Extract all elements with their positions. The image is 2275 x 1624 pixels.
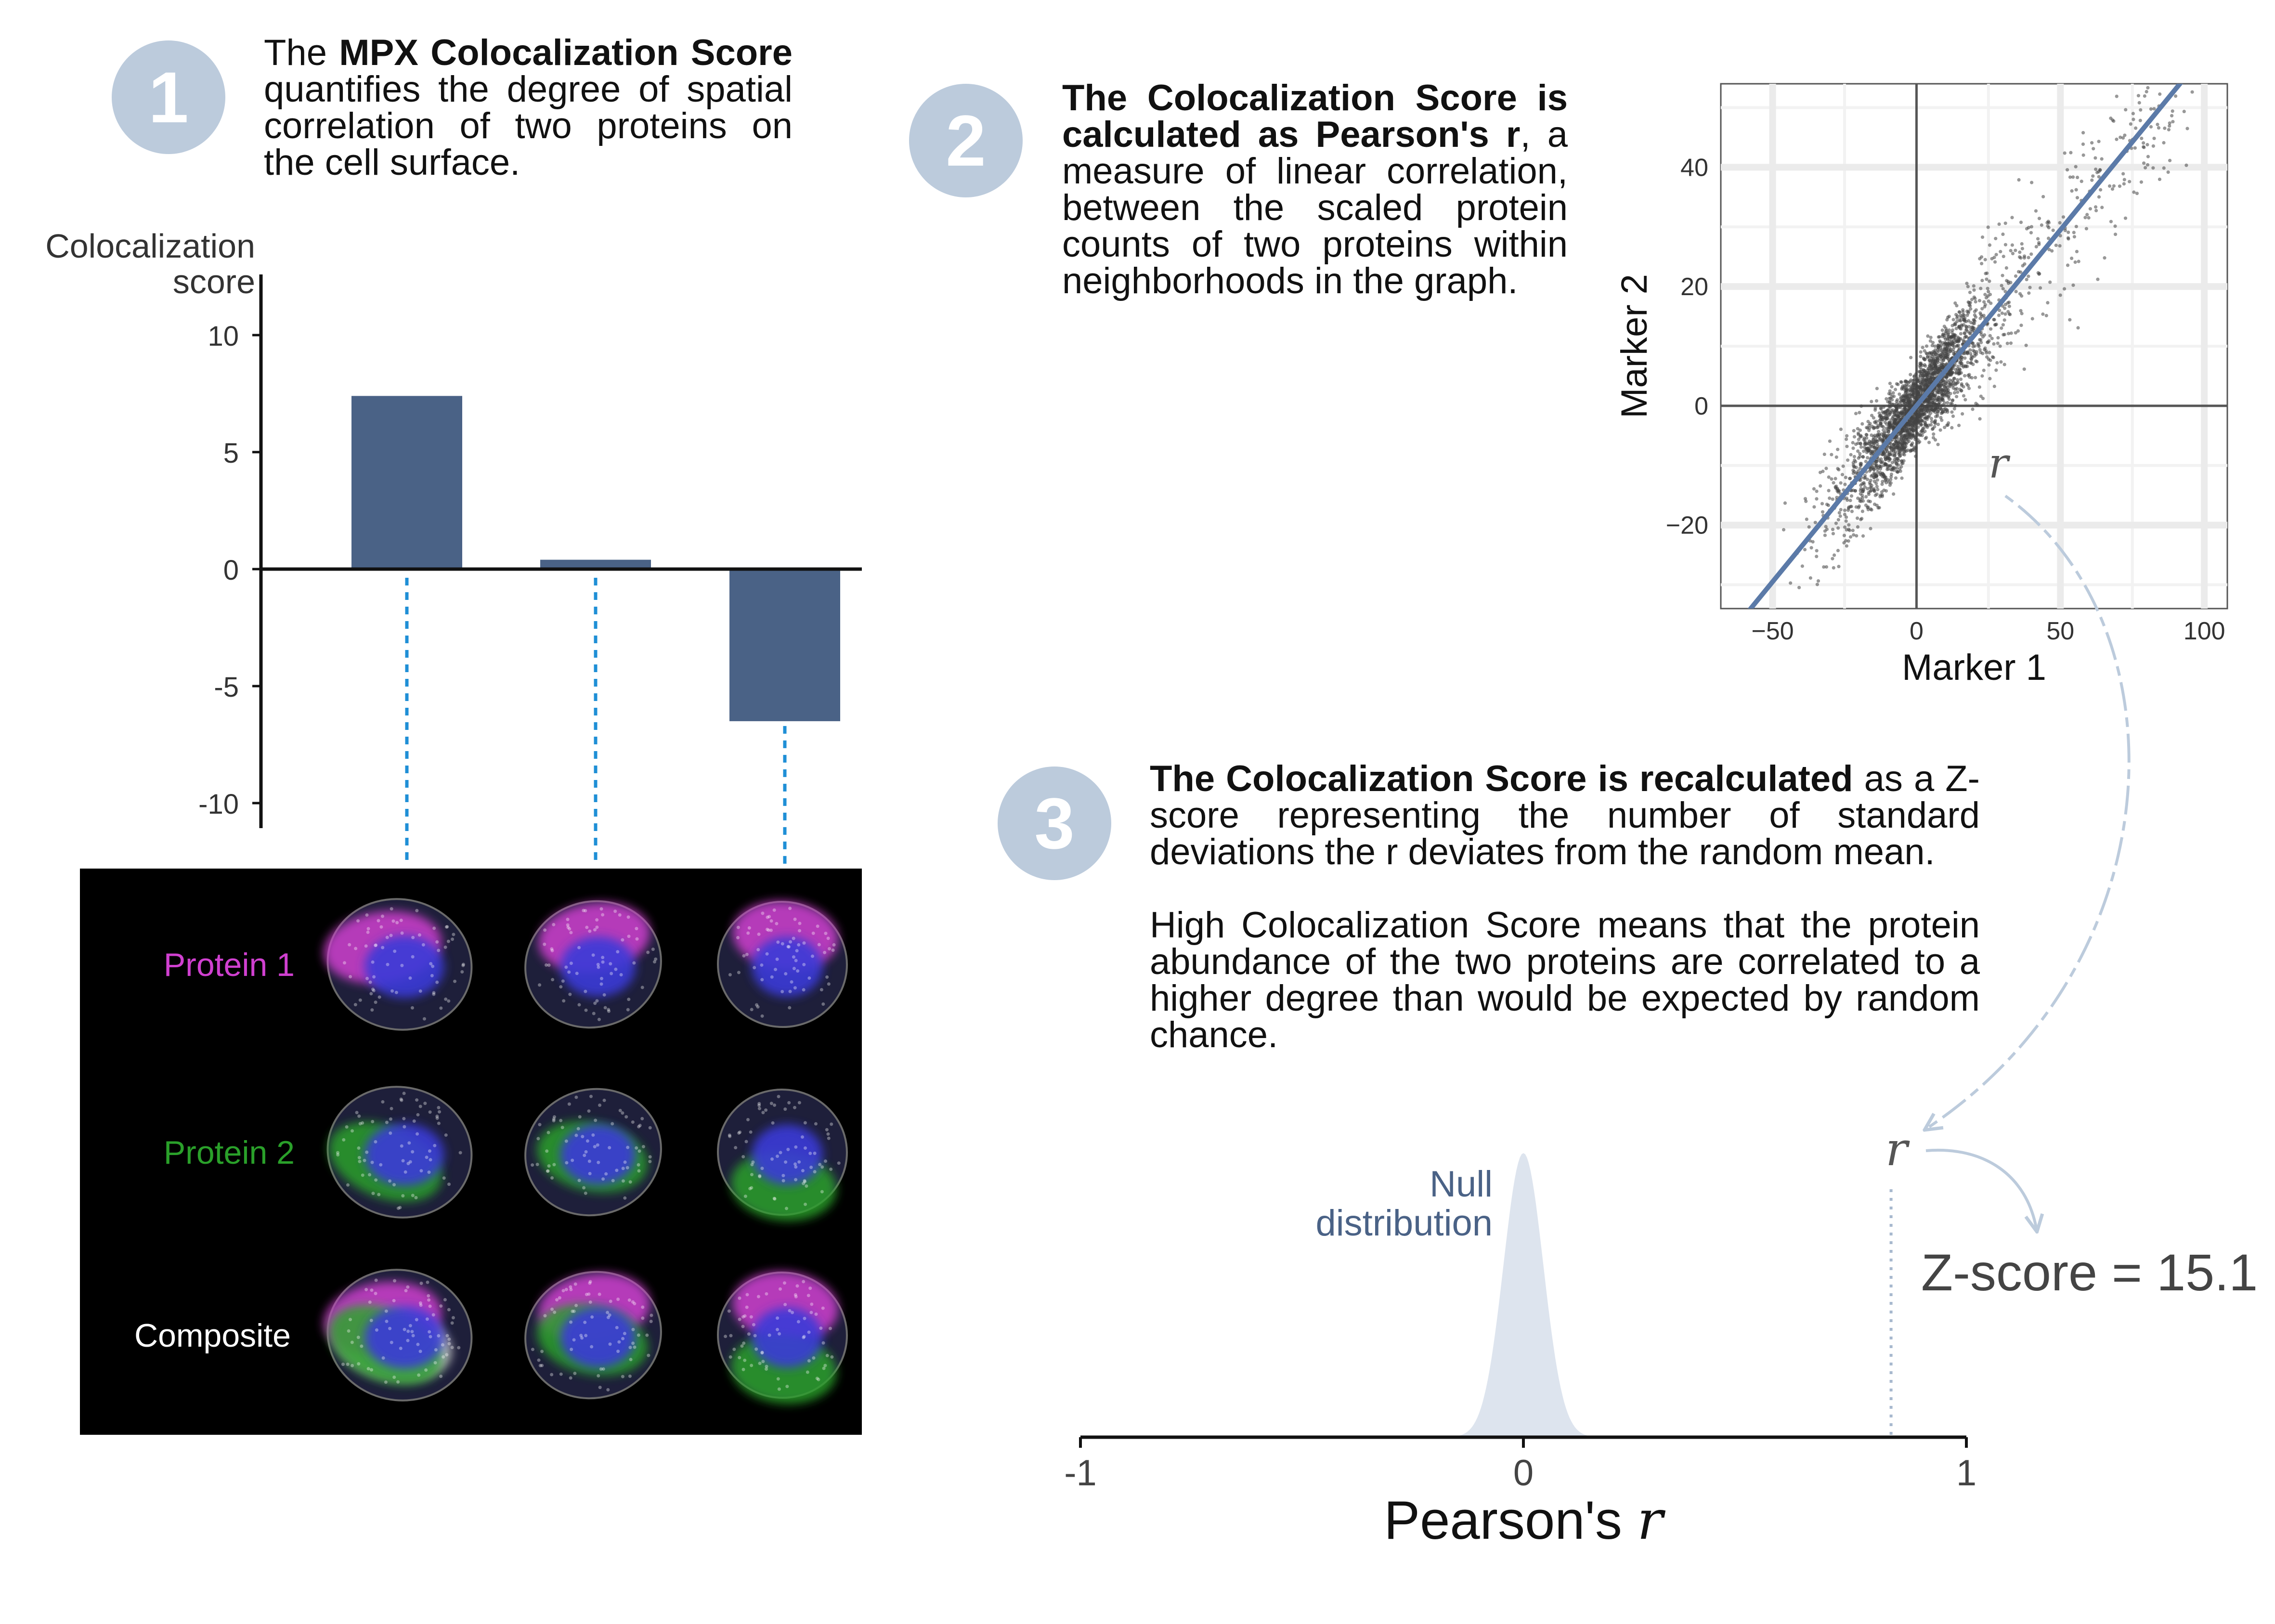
step-3-text-2: High Colocalization Score means that the… bbox=[1150, 905, 1980, 1055]
scatter-xlabel: Marker 1 bbox=[1902, 647, 2046, 688]
step-2-description: The Colocalization Score is calculated a… bbox=[1062, 80, 1568, 299]
scatter-xtick-label: 0 bbox=[1910, 617, 1924, 645]
null-distribution-curve bbox=[1435, 1153, 1612, 1437]
bar-ytick-label: 0 bbox=[223, 555, 239, 586]
bar-ytick-label: -10 bbox=[198, 789, 239, 820]
step-2-badge: 2 bbox=[909, 84, 1023, 197]
dist-xtick-label: 0 bbox=[1513, 1453, 1534, 1494]
null-distribution-plot: -1 0 1 Pearson's r r Z-score = 15.1 bbox=[1064, 1122, 2258, 1552]
cell-image bbox=[524, 900, 662, 1029]
step-2-text-bold: The Colocalization Score is calculated a… bbox=[1062, 78, 1568, 155]
scatter-xtick-label: 50 bbox=[2046, 617, 2074, 645]
zscore-arrow bbox=[1925, 1149, 2037, 1230]
step-1-badge: 1 bbox=[112, 40, 225, 154]
regression-line bbox=[1747, 84, 2183, 609]
step-2-text-post: , a measure of linear correlation, betwe… bbox=[1062, 114, 1568, 301]
step-1-text-pre: The bbox=[264, 32, 339, 73]
step-3-badge: 3 bbox=[998, 767, 1111, 880]
colocalization-bar-chart: 10 5 0 -5 -10 bbox=[198, 274, 862, 867]
bar-ytick-label: -5 bbox=[214, 672, 239, 703]
dist-xlabel: Pearson's r bbox=[1384, 1489, 1666, 1552]
step-1-description: The MPX Colocalization Score quantifies … bbox=[264, 35, 793, 181]
marker-scatter-plot: −50 0 50 100 −20 0 20 40 Marker 1 Marker 2 r bbox=[1614, 83, 2228, 688]
step-3-description: The Colocalization Score is recalculated… bbox=[1150, 761, 1980, 1053]
cell-image bbox=[524, 1271, 662, 1400]
cell-image bbox=[524, 1088, 662, 1217]
cell-row-label-2: Protein 2 bbox=[164, 1134, 295, 1171]
step-1-text-bold: MPX Colocalization Score bbox=[339, 32, 793, 73]
cell-image bbox=[324, 1269, 473, 1402]
cell-row-label-1: Protein 1 bbox=[164, 947, 295, 983]
bar-1 bbox=[351, 396, 462, 569]
dist-xtick-label: 1 bbox=[1956, 1453, 1976, 1494]
bar-chart-ylabel: Colocalization score bbox=[45, 227, 255, 301]
scatter-ytick-label: −20 bbox=[1666, 512, 1708, 540]
bar-ytick-label: 10 bbox=[208, 321, 239, 352]
scatter-r-annotation: r bbox=[1989, 440, 2011, 488]
scatter-ylabel: Marker 2 bbox=[1614, 274, 1655, 418]
cell-image bbox=[324, 898, 473, 1031]
cell-image bbox=[717, 900, 848, 1028]
dist-xtick-label: -1 bbox=[1064, 1453, 1097, 1494]
scatter-ytick-label: 40 bbox=[1680, 154, 1708, 182]
cell-row-label-3: Composite bbox=[134, 1317, 291, 1354]
scatter-xtick-label: −50 bbox=[1751, 617, 1794, 645]
bar-ytick-label: 5 bbox=[223, 438, 239, 469]
scatter-xtick-label: 100 bbox=[2184, 617, 2225, 645]
scatter-ytick-label: 20 bbox=[1680, 273, 1708, 301]
step-3-text-post: as a Z-score representing the number of … bbox=[1150, 758, 1980, 872]
scatter-ytick-label: 0 bbox=[1694, 392, 1708, 420]
cell-image-panel: Protein 1 Protein 2 Composite bbox=[80, 869, 862, 1435]
bar-3 bbox=[729, 569, 840, 721]
r-connector-arrow bbox=[1926, 494, 2131, 1129]
dist-r-label: r bbox=[1885, 1122, 1910, 1176]
dist-xlabel-r: r bbox=[1637, 1489, 1666, 1552]
cell-image bbox=[717, 1271, 848, 1404]
zscore-label: Z-score = 15.1 bbox=[1921, 1243, 2258, 1301]
cell-image bbox=[717, 1088, 848, 1221]
null-distribution-label: Null distribution bbox=[1315, 1164, 1493, 1244]
cell-image bbox=[326, 1086, 473, 1219]
bar-2 bbox=[540, 559, 651, 569]
step-1-text-post: quantifies the degree of spatial correla… bbox=[264, 69, 793, 183]
step-3-text-bold: The Colocalization Score is recalculated bbox=[1150, 758, 1853, 799]
